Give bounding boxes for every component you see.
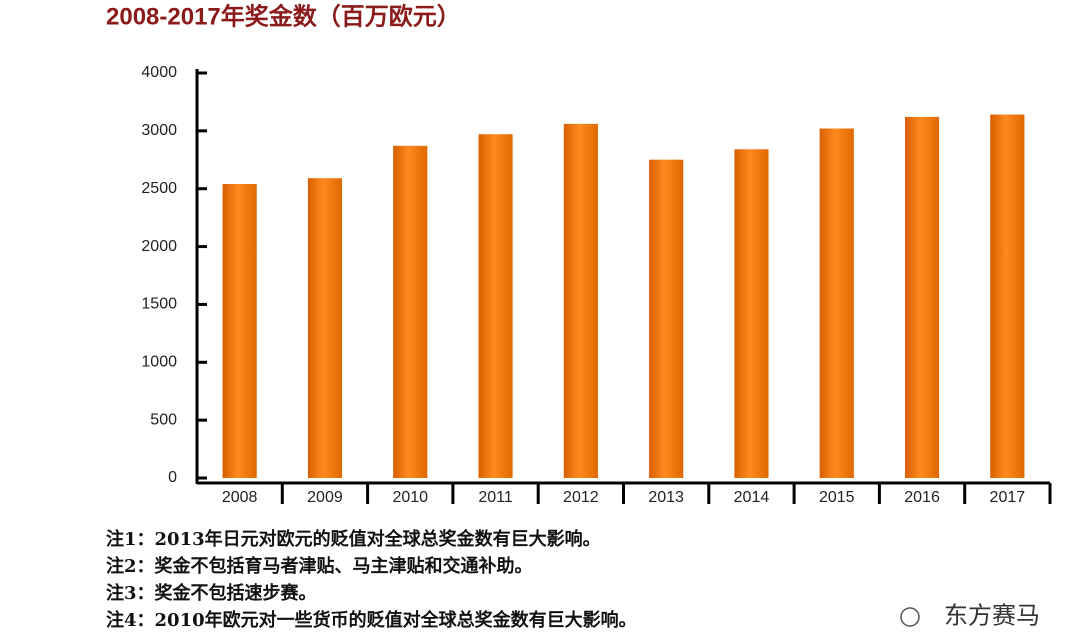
y-tick-label: 2500 xyxy=(141,180,177,197)
bar-shade xyxy=(819,128,854,479)
watermark-icon xyxy=(900,607,920,627)
x-tick-label: 2014 xyxy=(734,489,770,506)
bar-shade xyxy=(990,114,1025,479)
y-tick-label: 0 xyxy=(168,469,177,486)
y-tick-label: 4000 xyxy=(141,64,177,81)
y-tick-label: 1000 xyxy=(141,354,177,371)
note: 注1：2013年日元对欧元的贬值对全球总奖金数有巨大影响。 xyxy=(106,528,601,550)
note: 注2：奖金不包括育马者津贴、马主津贴和交通补助。 xyxy=(106,555,533,577)
note: 注4：2010年欧元对一些货币的贬值对全球总奖金数有巨大影响。 xyxy=(106,609,637,631)
x-tick-label: 2016 xyxy=(904,489,940,506)
chart-title: 2008-2017年奖金数（百万欧元） xyxy=(106,2,461,30)
x-tick-label: 2015 xyxy=(819,489,855,506)
x-tick-label: 2011 xyxy=(478,489,513,506)
x-tick-label: 2012 xyxy=(563,489,599,506)
y-tick-label: 1500 xyxy=(141,296,177,313)
y-tick-label: 2000 xyxy=(141,238,177,255)
bar-shade xyxy=(222,184,257,479)
bar-shade xyxy=(734,149,769,478)
watermark: 东方赛马 xyxy=(944,602,1040,629)
x-tick-label: 2008 xyxy=(222,489,258,506)
x-tick-label: 2017 xyxy=(990,489,1026,506)
bar-shade xyxy=(478,134,513,479)
x-tick-label: 2009 xyxy=(307,489,343,506)
bar-shade xyxy=(307,178,342,479)
bar-shade xyxy=(905,116,940,478)
bar-shade xyxy=(393,145,428,478)
bar-shade xyxy=(563,123,598,479)
x-tick-label: 2013 xyxy=(648,489,684,506)
y-tick-label: 500 xyxy=(150,411,177,428)
x-tick-label: 2010 xyxy=(392,489,428,506)
bar-shade xyxy=(649,159,684,479)
note: 注3：奖金不包括速步赛。 xyxy=(106,582,317,604)
y-tick-label: 3000 xyxy=(141,122,177,139)
